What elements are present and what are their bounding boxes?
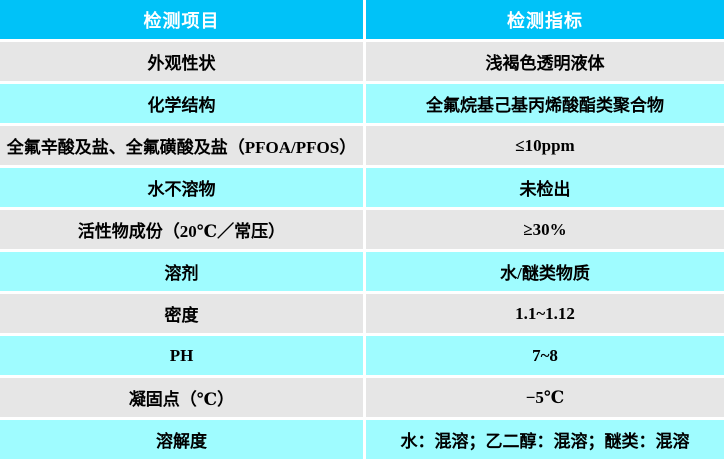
test-indicator-cell: 浅褐色透明液体 — [366, 42, 724, 81]
table-row: 凝固点（℃） −5℃ — [0, 378, 724, 417]
test-item-cell: 外观性状 — [0, 42, 363, 81]
test-item-cell: 全氟辛酸及盐、全氟磺酸及盐（PFOA/PFOS） — [0, 126, 363, 165]
test-item-cell: 活性物成份（20℃／常压） — [0, 210, 363, 249]
test-item-cell: 溶解度 — [0, 420, 363, 459]
test-indicator-cell: 1.1~1.12 — [366, 294, 724, 333]
table-row: 溶解度 水：混溶；乙二醇：混溶；醚类：混溶 — [0, 420, 724, 459]
table-row: 外观性状 浅褐色透明液体 — [0, 42, 724, 81]
test-indicator-cell: 7~8 — [366, 336, 724, 375]
table-row: 密度 1.1~1.12 — [0, 294, 724, 333]
test-indicator-cell: ≤10ppm — [366, 126, 724, 165]
table-row: 全氟辛酸及盐、全氟磺酸及盐（PFOA/PFOS） ≤10ppm — [0, 126, 724, 165]
test-indicator-cell: 未检出 — [366, 168, 724, 207]
test-item-cell: 水不溶物 — [0, 168, 363, 207]
table-header-row: 检测项目 检测指标 — [0, 0, 724, 39]
test-item-cell: 溶剂 — [0, 252, 363, 291]
test-item-cell: 密度 — [0, 294, 363, 333]
test-indicator-cell: 水：混溶；乙二醇：混溶；醚类：混溶 — [366, 420, 724, 459]
table-row: 溶剂 水/醚类物质 — [0, 252, 724, 291]
test-indicator-cell: 全氟烷基己基丙烯酸酯类聚合物 — [366, 84, 724, 123]
test-item-cell: PH — [0, 336, 363, 375]
test-indicator-cell: ≥30% — [366, 210, 724, 249]
test-indicator-cell: 水/醚类物质 — [366, 252, 724, 291]
header-test-indicator: 检测指标 — [366, 0, 724, 39]
test-item-cell: 凝固点（℃） — [0, 378, 363, 417]
header-test-item: 检测项目 — [0, 0, 363, 39]
test-item-cell: 化学结构 — [0, 84, 363, 123]
test-indicator-cell: −5℃ — [366, 378, 724, 417]
table-row: 活性物成份（20℃／常压） ≥30% — [0, 210, 724, 249]
table-row: PH 7~8 — [0, 336, 724, 375]
table-row: 化学结构 全氟烷基己基丙烯酸酯类聚合物 — [0, 84, 724, 123]
table-row: 水不溶物 未检出 — [0, 168, 724, 207]
